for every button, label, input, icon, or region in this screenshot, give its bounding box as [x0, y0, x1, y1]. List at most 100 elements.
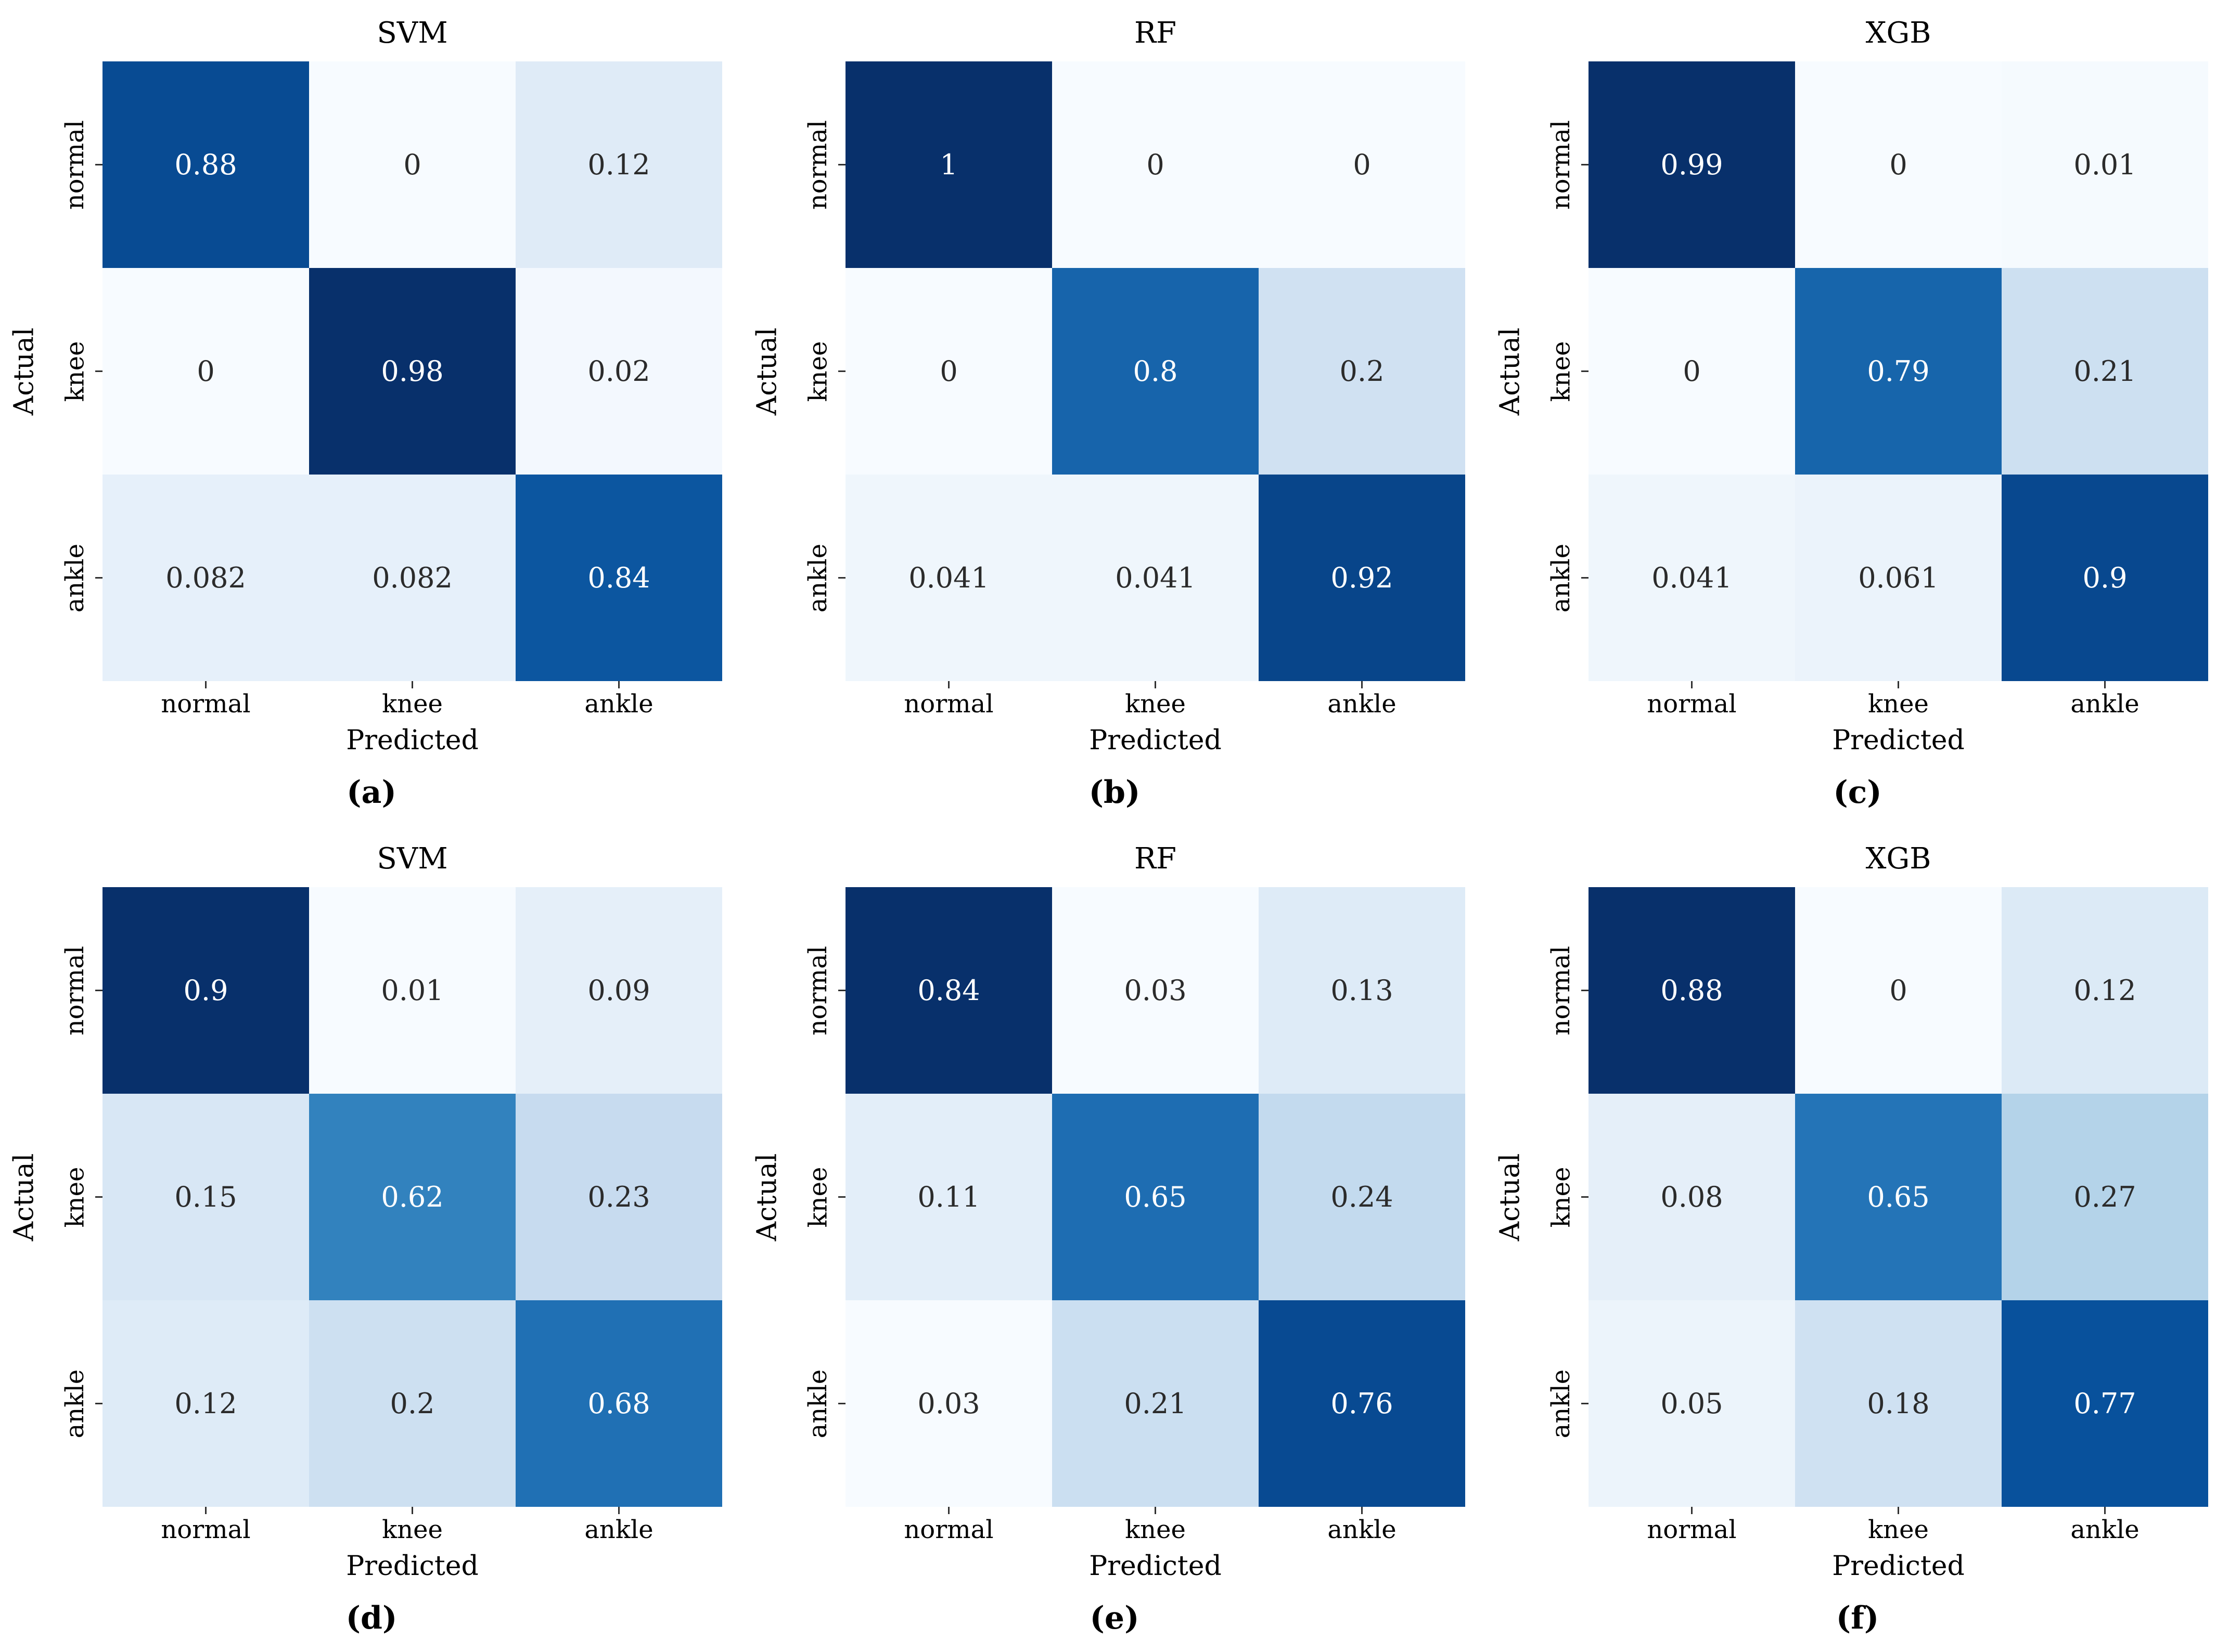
heatmap-cell: 0.082	[309, 475, 516, 681]
x-axis-label: Predicted	[1832, 1551, 1965, 1582]
x-tick-mark	[1898, 681, 1899, 688]
confusion-matrix-panel: RF Actual normal knee ankle 0.84 0.03 0.…	[743, 826, 1486, 1651]
y-tick: knee	[791, 1094, 846, 1300]
y-tick: normal	[791, 887, 846, 1094]
heatmap-cell: 0.02	[516, 268, 722, 475]
x-tick-mark	[618, 681, 620, 688]
y-tick-labels: normal knee ankle	[1534, 887, 1589, 1507]
heatmap-cell: 0.09	[516, 887, 722, 1094]
y-tick: knee	[48, 268, 103, 475]
heatmap-cell: 0.68	[516, 1300, 722, 1507]
y-tick-mark	[1581, 164, 1589, 165]
y-axis-label: Actual	[0, 887, 48, 1507]
heatmap-cell: 0	[1052, 61, 1259, 268]
y-tick-label: normal	[60, 120, 90, 210]
x-tick-label: normal	[161, 689, 251, 719]
y-tick: normal	[1534, 61, 1589, 268]
x-tick-label: ankle	[1327, 1515, 1397, 1544]
heatmap-cell: 0.9	[103, 887, 309, 1094]
caption-close-paren: )	[382, 1600, 398, 1636]
y-axis-label-text: Actual	[1494, 1153, 1526, 1241]
heatmap-grid: 0.88 0 0.12 0 0.98 0.02 0.082 0.082 0.84	[95, 61, 722, 688]
x-tick-label: normal	[1647, 689, 1737, 719]
confusion-matrix-panel: XGB Actual normal knee ankle 0.88 0 0.12…	[1486, 826, 2229, 1651]
x-tick-mark	[2104, 1507, 2106, 1514]
heatmap-grid: 0.84 0.03 0.13 0.11 0.65 0.24 0.03 0.21 …	[838, 887, 1465, 1514]
x-tick-mark	[1361, 1507, 1363, 1514]
x-tick-mark	[1898, 1507, 1899, 1514]
x-axis-label: Predicted	[1832, 725, 1965, 756]
x-tick-label: normal	[904, 689, 994, 719]
caption-letter: c	[1848, 774, 1867, 811]
y-tick-label: ankle	[803, 1369, 833, 1438]
panel-caption: (b)	[743, 759, 1486, 826]
heatmap-cell: 0.08	[1589, 1094, 1795, 1300]
y-tick-label: normal	[1546, 945, 1576, 1035]
y-tick-labels: normal knee ankle	[48, 887, 103, 1507]
y-axis-label: Actual	[743, 887, 791, 1507]
caption-close-paren: )	[1124, 1600, 1139, 1636]
heatmap-cell: 0.88	[103, 61, 309, 268]
heatmap-cell: 0	[1795, 887, 2002, 1094]
heatmap-cell: 0.84	[516, 475, 722, 681]
x-tick-mark	[618, 1507, 620, 1514]
heatmap-cell: 0	[1589, 268, 1795, 475]
heatmap-cell: 0.2	[309, 1300, 516, 1507]
x-tick-mark	[205, 1507, 207, 1514]
y-tick-label: normal	[1546, 120, 1576, 210]
x-tick-mark	[205, 681, 207, 688]
y-tick-label: ankle	[60, 543, 90, 612]
x-tick-labels: normal knee ankle	[1589, 681, 2208, 722]
x-tick-mark	[412, 1507, 413, 1514]
x-axis-label: Predicted	[1089, 1551, 1222, 1582]
y-tick-mark	[95, 370, 103, 372]
heatmap-grid: 0.88 0 0.12 0.08 0.65 0.27 0.05 0.18 0.7…	[1581, 887, 2208, 1514]
heatmap-cell: 0.77	[2002, 1300, 2208, 1507]
y-tick-mark	[1581, 990, 1589, 991]
caption-open-paren: (	[1090, 1600, 1105, 1636]
heatmap-cell: 0.03	[846, 1300, 1052, 1507]
heatmap-cell: 0.05	[1589, 1300, 1795, 1507]
x-tick-label: knee	[382, 1515, 443, 1544]
heatmap-cell: 0.88	[1589, 887, 1795, 1094]
x-tick-mark	[948, 1507, 950, 1514]
y-tick-label: knee	[803, 1167, 833, 1227]
x-tick-label: knee	[1125, 1515, 1186, 1544]
y-tick-mark	[1581, 1402, 1589, 1404]
heatmap-cell: 0.15	[103, 1094, 309, 1300]
y-tick-mark	[95, 1402, 103, 1404]
heatmap-cell: 0.79	[1795, 268, 2002, 475]
y-tick-mark	[838, 164, 846, 165]
y-tick: knee	[48, 1094, 103, 1300]
heatmap-cell: 0.041	[1589, 475, 1795, 681]
heatmap-cell: 0.01	[2002, 61, 2208, 268]
y-tick-label: normal	[803, 120, 833, 210]
caption-open-paren: (	[1088, 774, 1104, 811]
x-tick-mark	[2104, 681, 2106, 688]
x-tick-label: ankle	[2070, 1515, 2140, 1544]
heatmap-cell: 0.92	[1259, 475, 1465, 681]
y-tick: ankle	[1534, 1300, 1589, 1507]
y-tick-label: knee	[60, 341, 90, 402]
heatmap-cell: 0.01	[309, 887, 516, 1094]
caption-letter: a	[361, 774, 382, 811]
x-axis-label: Predicted	[346, 725, 479, 756]
heatmap-cell: 1	[846, 61, 1052, 268]
panel-caption: (e)	[743, 1585, 1486, 1651]
confusion-matrix-panel: SVM Actual normal knee ankle 0.9 0.01 0.…	[0, 826, 743, 1651]
y-axis-label: Actual	[743, 61, 791, 681]
heatmap-cell: 0	[309, 61, 516, 268]
y-tick: ankle	[48, 475, 103, 681]
x-tick-mark	[1691, 681, 1693, 688]
panel-caption: (d)	[0, 1585, 743, 1651]
x-tick-label: ankle	[584, 1515, 654, 1544]
x-tick-mark	[948, 681, 950, 688]
x-tick-label: normal	[904, 1515, 994, 1544]
confusion-matrix-panel: RF Actual normal knee ankle 1 0 0 0 0.8 …	[743, 0, 1486, 826]
y-tick-label: knee	[60, 1167, 90, 1227]
y-axis-label-text: Actual	[751, 1153, 783, 1241]
caption-open-paren: (	[347, 774, 362, 811]
y-tick-labels: normal knee ankle	[791, 887, 846, 1507]
y-axis-label: Actual	[0, 61, 48, 681]
x-tick-label: knee	[1868, 1515, 1929, 1544]
